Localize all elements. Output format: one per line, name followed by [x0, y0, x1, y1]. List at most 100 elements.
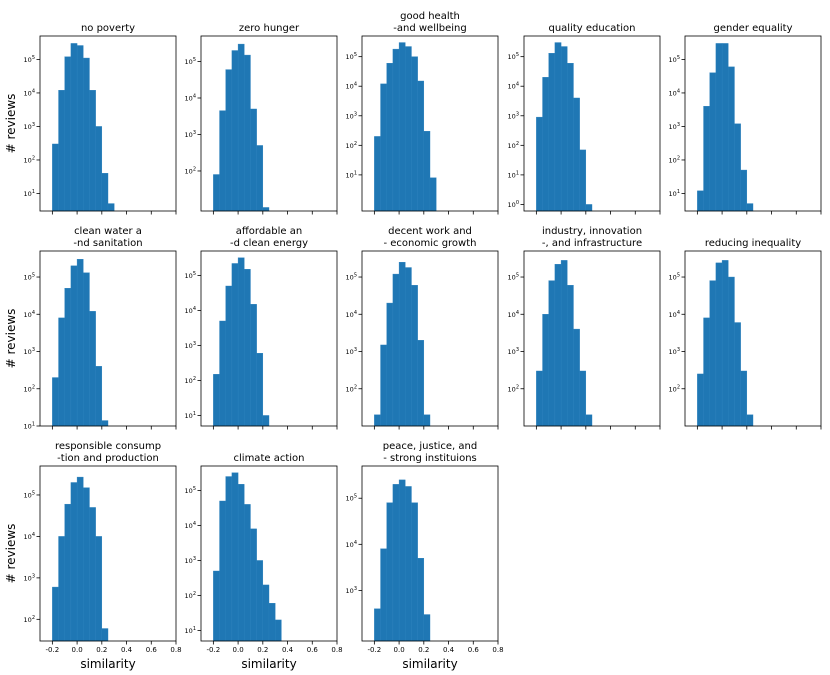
y-tick-label: 104 [185, 521, 196, 530]
bar [398, 479, 406, 642]
x-tick-label: 0.0 [233, 646, 244, 654]
x-tick-label: 0.6 [468, 646, 480, 654]
bar [380, 344, 387, 427]
y-tick-label: 105 [185, 486, 196, 495]
y-tick-label: 100 [508, 200, 519, 209]
y-tick-label: 103 [669, 347, 680, 356]
y-tick-label: 103 [24, 347, 35, 356]
bar [746, 203, 754, 212]
bar [274, 619, 282, 642]
subplot-title: decent work and [388, 226, 472, 237]
y-tick-label: 102 [346, 384, 357, 393]
bar [734, 322, 741, 427]
subplot-title: -d clean energy [230, 238, 308, 249]
y-tick-label: 105 [24, 273, 35, 282]
bar [398, 262, 406, 427]
subplot-title: industry, innovation [542, 226, 642, 237]
bar [219, 500, 226, 642]
bar [374, 136, 381, 212]
x-tick-label: -0.2 [368, 646, 382, 654]
bar [83, 57, 90, 212]
subplot-title: - strong instituions [383, 453, 477, 464]
y-tick-label: 104 [669, 88, 680, 97]
y-tick-label: 103 [346, 111, 357, 120]
y-tick-label: 105 [24, 490, 35, 499]
bar [392, 48, 400, 212]
y-tick-label: 102 [508, 141, 519, 150]
axes-frame [684, 250, 822, 427]
x-tick-label: 0.2 [257, 646, 268, 654]
bar [95, 366, 103, 427]
x-tick-label: -0.2 [46, 646, 60, 654]
bar [423, 131, 431, 212]
y-tick-label: 102 [24, 155, 35, 164]
subplot-3: 101 102 103 104 105 good health-and wellbeing [346, 11, 499, 215]
bar [237, 257, 245, 427]
subplot-13: 103 104 105 -0.2 0.0 0.2 0.4 0.6 0.8 peace, justi… [346, 441, 504, 671]
bar [213, 374, 220, 427]
x-tick-label: 0.6 [307, 646, 319, 654]
bar [70, 265, 78, 427]
subplot-title: climate action [234, 453, 305, 464]
bar [536, 370, 543, 427]
y-tick-label: 102 [24, 384, 35, 393]
bar [95, 536, 103, 642]
bar [76, 45, 84, 212]
bars [374, 479, 431, 642]
bar [380, 548, 387, 642]
bar [64, 503, 72, 642]
bar [213, 174, 220, 212]
y-tick-label: 104 [185, 93, 196, 102]
bar [542, 77, 549, 212]
y-tick-label: 101 [346, 170, 357, 179]
bar [411, 285, 418, 427]
bars [697, 43, 754, 212]
bar [548, 280, 556, 427]
bar [374, 414, 381, 427]
bar [89, 507, 96, 642]
bar [585, 414, 593, 427]
x-tick-label: 0.0 [72, 646, 83, 654]
bar [386, 63, 394, 212]
bar [380, 83, 387, 212]
bar [405, 486, 412, 642]
y-tick-label: 103 [185, 341, 196, 350]
bar [697, 190, 704, 212]
bar [567, 285, 574, 427]
y-axis-label: # reviews [4, 309, 18, 369]
y-axis-label: # reviews [4, 94, 18, 154]
bar [95, 126, 103, 212]
x-tick-label: 0.8 [170, 646, 181, 654]
bar [262, 415, 270, 427]
bar [721, 43, 729, 212]
axes-frame [361, 250, 499, 427]
bar [429, 177, 437, 212]
bar [83, 272, 90, 427]
bar [734, 123, 741, 212]
bar [573, 328, 580, 427]
bar [250, 304, 257, 427]
bar [709, 280, 717, 427]
subplot-title: reducing inequality [705, 238, 801, 249]
subplot-2: 102 103 104 105 zero hunger [185, 23, 338, 215]
x-tick-label: 0.6 [146, 646, 158, 654]
y-tick-label: 104 [24, 88, 35, 97]
bar [386, 302, 394, 427]
y-tick-label: 105 [24, 55, 35, 64]
bar [213, 570, 220, 642]
axes-frame [39, 35, 177, 212]
bar [219, 110, 226, 212]
y-tick-label: 104 [185, 306, 196, 315]
bar [554, 42, 562, 212]
bar [225, 285, 233, 427]
bar [101, 420, 109, 427]
x-tick-label: 0.4 [121, 646, 133, 654]
bar [237, 484, 245, 642]
subplot-title: -, and infrastructure [542, 238, 642, 249]
subplot-9: 102 103 104 105 industry, innovation-, and i… [508, 226, 661, 430]
bar [697, 373, 704, 427]
subplot-4: 100 101 102 103 104 105 quality education [508, 23, 661, 215]
bar [244, 54, 251, 212]
y-tick-label: 103 [185, 130, 196, 139]
subplot-title: zero hunger [239, 23, 300, 34]
